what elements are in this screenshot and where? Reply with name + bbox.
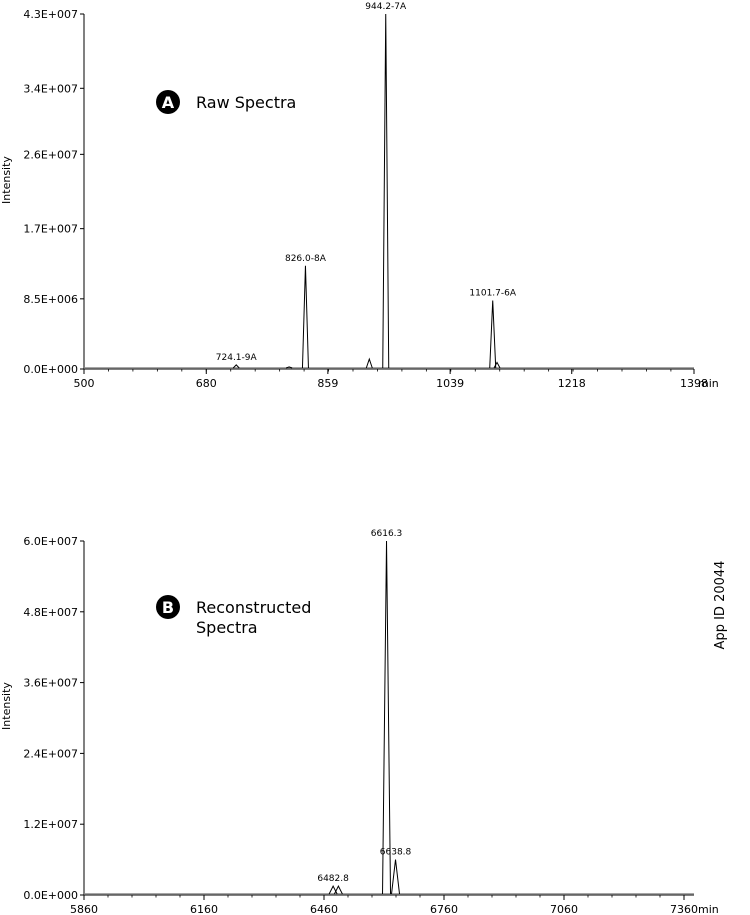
x-tick-label: 1398 (680, 377, 708, 390)
panel-badge-letter: A (162, 93, 175, 112)
x-tick-label: 1218 (558, 377, 586, 390)
y-tick-label: 3.4E+007 (23, 82, 78, 95)
panel-title: Raw Spectra (196, 93, 296, 112)
peak (382, 540, 392, 895)
peak (382, 13, 390, 369)
peak-label: 826.0-8A (285, 254, 327, 264)
x-tick-label: 5860 (70, 903, 98, 915)
x-tick-label: 6460 (310, 903, 338, 915)
peak (365, 357, 373, 369)
x-tick-label: 680 (196, 377, 217, 390)
y-tick-label: 2.4E+007 (23, 747, 78, 760)
panel-title: Spectra (196, 618, 258, 637)
panel-title: Reconstructed (196, 598, 311, 617)
x-tick-label: 1039 (436, 377, 464, 390)
x-tick-label: 6760 (430, 903, 458, 915)
peak-label: 944.2-7A (365, 2, 407, 12)
peak (285, 366, 293, 369)
y-tick-label: 2.6E+007 (23, 148, 78, 161)
peak (333, 885, 343, 895)
y-tick-label: 3.6E+007 (23, 677, 78, 690)
reconstructed-spectra-panel: 0.0E+000 1.2E+007 2.4E+007 3.6E+007 4.8E+007… (0, 529, 719, 915)
peak-label: 6482.8 (317, 874, 349, 884)
x-tick-label: 7360 (670, 903, 698, 915)
x-tick-label: 7060 (550, 903, 578, 915)
peak-label: 724.1-9A (216, 353, 258, 363)
peak (489, 300, 497, 369)
raw-spectra-panel: 0.0E+000 8.5E+006 1.7E+007 2.6E+007 3.4E+007… (0, 2, 719, 390)
y-tick-label: 4.8E+007 (23, 606, 78, 619)
x-tick-label: 6160 (190, 903, 218, 915)
app-id-label: App ID 20044 (713, 561, 728, 650)
x-axis-unit: min (698, 377, 719, 390)
x-tick-label: 859 (317, 377, 338, 390)
y-tick-label: 0.0E+000 (23, 889, 78, 902)
y-tick-label: 4.3E+007 (23, 8, 78, 21)
peak-label: 6638.8 (380, 848, 412, 858)
peak-label: 1101.7-6A (469, 288, 516, 298)
panel-badge (156, 595, 180, 619)
y-tick-label: 0.0E+000 (23, 363, 78, 376)
peak (493, 361, 501, 369)
y-tick-label: 6.0E+007 (23, 535, 78, 548)
peak (391, 859, 401, 895)
y-axis-title: Intensity (0, 156, 13, 204)
y-tick-label: 8.5E+006 (23, 293, 78, 306)
x-axis-unit: min (698, 903, 719, 915)
panel-badge (156, 90, 180, 114)
peak (232, 364, 240, 369)
peak (301, 265, 309, 369)
peak-label: 6616.3 (371, 529, 403, 539)
y-axis-title: Intensity (0, 682, 13, 730)
y-tick-label: 1.2E+007 (23, 818, 78, 831)
x-tick-label: 500 (74, 377, 95, 390)
y-tick-label: 1.7E+007 (23, 223, 78, 236)
panel-badge-letter: B (162, 598, 174, 617)
